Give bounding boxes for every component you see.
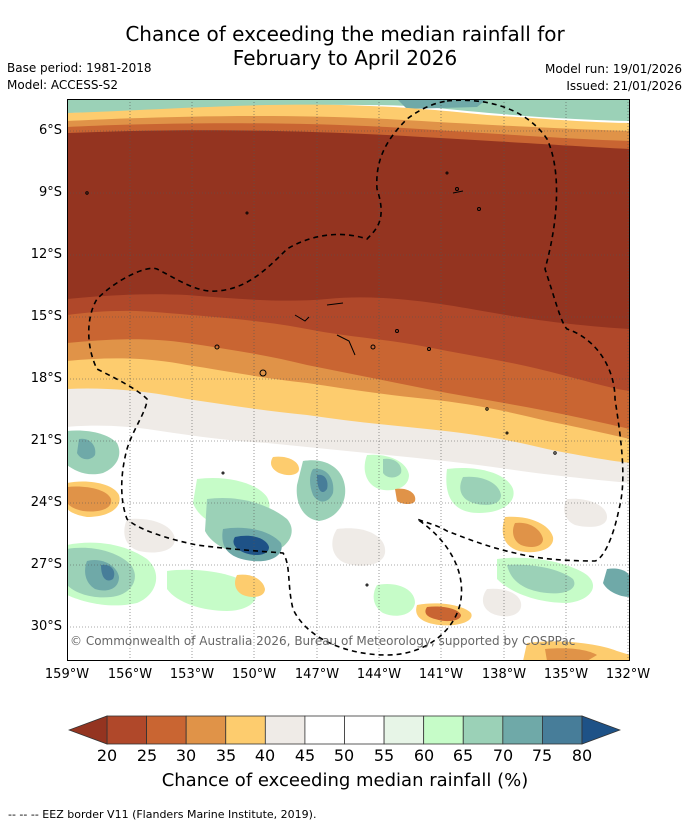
lon-label: 132°W [605,667,651,682]
colorbar-high-extend [581,715,621,745]
colorbar-tick-label: 70 [492,746,514,765]
colorbar-swatch [264,715,306,745]
colorbar-swatch [502,715,543,745]
colorbar-tick-label: 55 [373,746,395,765]
colorbar-tick-label: 80 [571,746,593,765]
colorbar-swatch [185,715,227,745]
issued-date: Issued: 21/01/2026 [566,79,682,93]
model-name: Model: ACCESS-S2 [7,78,119,92]
lon-label: 159°W [44,667,90,682]
colorbar-tick-label: 20 [96,746,118,765]
colorbar-swatch [146,715,187,745]
rainfall-map [67,99,630,661]
footnote: -- -- -- EEZ border V11 (Flanders Marine… [8,808,317,821]
colorbar-tick-label: 40 [254,746,276,765]
lon-label: 138°W [481,667,527,682]
lon-label: 153°W [169,667,215,682]
colorbar-tick-label: 75 [531,746,553,765]
colorbar-swatch [225,715,266,745]
colorbar-low-extend [68,715,108,745]
map-title: Chance of exceeding the median rainfall … [0,22,690,70]
colorbar-swatch [423,715,464,745]
colorbar-swatch [462,715,504,745]
colorbar-tick-label: 65 [452,746,474,765]
title-line-2: February to April 2026 [232,46,458,70]
colorbar-swatch [344,715,385,745]
colorbar [68,715,621,745]
lon-label: 156°W [107,667,153,682]
lat-label: 27°S [30,557,62,572]
lon-label: 141°W [418,667,464,682]
colorbar-swatch [304,715,345,745]
colorbar-swatch [383,715,425,745]
base-period: Base period: 1981-2018 [7,61,152,75]
lon-label: 135°W [543,667,589,682]
lat-label: 15°S [30,309,62,324]
lat-label: 24°S [30,495,62,510]
colorbar-tick-label: 50 [333,746,355,765]
colorbar-tick-label: 60 [413,746,435,765]
colorbar-tick-label: 25 [136,746,158,765]
colorbar-tick-label: 30 [175,746,197,765]
lat-label: 21°S [30,433,62,448]
lat-label: 18°S [30,371,62,386]
eez-border [87,99,624,656]
lon-label: 150°W [231,667,277,682]
lat-label: 6°S [38,123,62,138]
title-line-1: Chance of exceeding the median rainfall … [125,22,565,46]
colorbar-tick-label: 45 [294,746,316,765]
meta-left: Base period: 1981-2018 Model: ACCESS-S2 [7,60,152,94]
colorbar-swatch [106,715,147,745]
copyright-notice: © Commonwealth of Australia 2026, Bureau… [70,634,576,648]
lat-label: 9°S [38,185,62,200]
lon-label: 147°W [294,667,340,682]
meta-right: Model run: 19/01/2026 Issued: 21/01/2026 [545,61,682,95]
colorbar-swatch [542,715,583,745]
colorbar-tick-label: 35 [215,746,237,765]
lat-label: 30°S [30,619,62,634]
model-run: Model run: 19/01/2026 [544,62,682,76]
lat-label: 12°S [30,247,62,262]
lon-label: 144°W [356,667,402,682]
colorbar-title: Chance of exceeding median rainfall (%) [161,770,529,791]
